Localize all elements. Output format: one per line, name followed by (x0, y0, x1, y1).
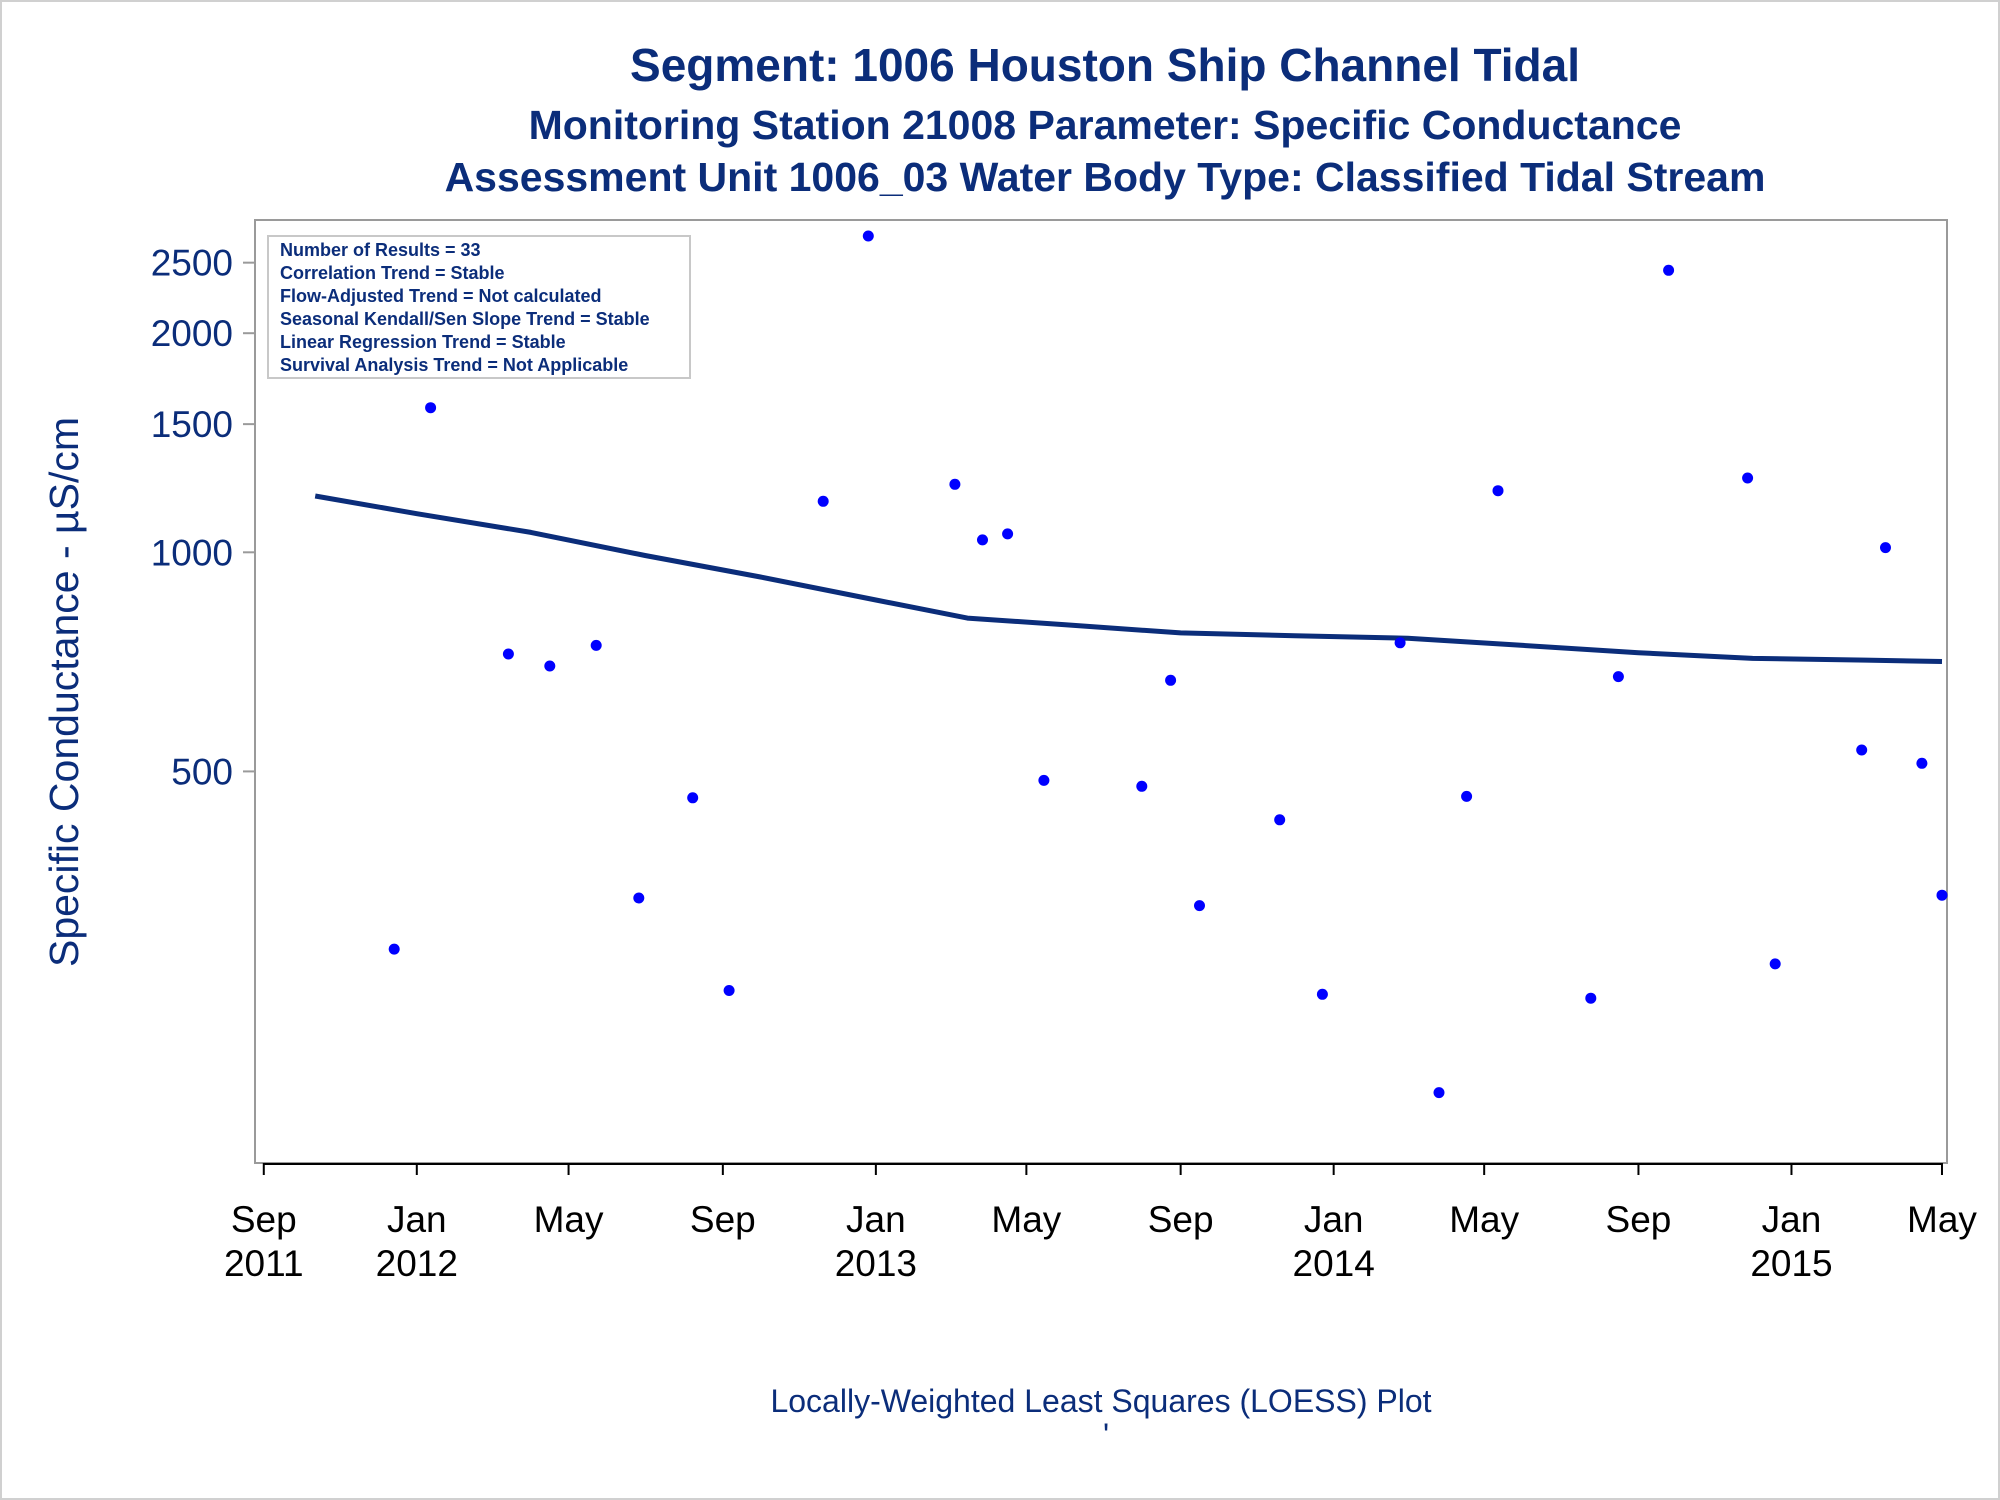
x-tick-year-label: 2014 (1293, 1243, 1375, 1284)
stats-box-border (267, 235, 691, 379)
chart-subtitle-2: Assessment Unit 1006_03 Water Body Type:… (445, 154, 1766, 200)
data-point (687, 792, 699, 804)
x-tick-year-label: 2011 (224, 1243, 304, 1284)
chart-subtitle-1: Monitoring Station 21008 Parameter: Spec… (529, 102, 1682, 148)
data-point (1461, 790, 1473, 802)
data-point (1663, 264, 1675, 276)
data-point (1194, 900, 1205, 912)
data-point (1742, 472, 1754, 484)
stats-line: Number of Results = 33 (280, 240, 481, 260)
data-point (1612, 671, 1624, 683)
data-point (1038, 774, 1050, 786)
stats-line: Correlation Trend = Stable (280, 263, 505, 283)
footnote: Locally-Weighted Least Squares (LOESS) P… (770, 1383, 1431, 1419)
data-point (1274, 814, 1286, 826)
stats-line: Seasonal Kendall/Sen Slope Trend = Stabl… (280, 309, 650, 329)
x-tick-label: Sep (1606, 1199, 1672, 1240)
data-point (1916, 757, 1928, 769)
x-tick-label: Jan (846, 1199, 906, 1240)
x-tick-label: May (991, 1199, 1061, 1240)
loess-line (314, 493, 1943, 664)
data-point (502, 648, 514, 660)
x-tick-year-label: 2013 (835, 1243, 917, 1284)
y-axis: 500 1000 1500 2000 2500 (151, 243, 255, 792)
data-point (862, 230, 874, 242)
chart-title: Segment: 1006 Houston Ship Channel Tidal (630, 39, 1580, 91)
data-point (633, 892, 645, 904)
data-point (1316, 988, 1328, 1000)
y-tick-label: 2000 (151, 313, 233, 354)
data-point (1492, 485, 1504, 497)
data-point (1585, 992, 1597, 1004)
data-point (1880, 542, 1891, 554)
y-axis-label: Specific Conductance - µS/cm (41, 417, 87, 967)
data-point (1136, 780, 1148, 792)
y-tick-label: 2500 (151, 243, 233, 284)
x-tick-year-label: 2012 (376, 1243, 458, 1284)
footnote-mark: ' (1103, 1417, 1109, 1453)
y-tick-label: 1000 (151, 532, 233, 573)
x-tick-label: Jan (387, 1199, 447, 1240)
y-tick-label: 1500 (151, 404, 233, 445)
x-tick-label: May (1907, 1199, 1977, 1240)
data-point (1165, 674, 1177, 686)
data-point (1769, 958, 1781, 970)
data-point (388, 943, 400, 955)
stats-box: Number of Results = 33 Correlation Trend … (267, 235, 691, 379)
data-point (590, 639, 602, 651)
x-tick-label: Jan (1304, 1199, 1364, 1240)
x-tick-label: Sep (231, 1199, 297, 1240)
x-tick-label: May (534, 1199, 604, 1240)
stats-line: Flow-Adjusted Trend = Not calculated (280, 286, 602, 306)
x-tick-label: Sep (1148, 1199, 1214, 1240)
data-point (1856, 744, 1868, 756)
data-point (1433, 1087, 1445, 1099)
data-point (1002, 528, 1014, 540)
data-point (977, 534, 988, 546)
data-point (949, 478, 961, 490)
data-point (1936, 889, 1948, 901)
y-tick-label: 500 (171, 751, 233, 792)
data-point (1394, 637, 1406, 649)
x-tick-year-label: 2015 (1750, 1243, 1832, 1284)
x-tick-label: Jan (1762, 1199, 1822, 1240)
stats-line: Linear Regression Trend = Stable (280, 332, 566, 352)
data-point (544, 660, 556, 672)
data-point (425, 402, 437, 414)
stats-line: Survival Analysis Trend = Not Applicable (280, 355, 628, 375)
data-point (817, 495, 829, 507)
x-tick-label: May (1449, 1199, 1519, 1240)
data-point (723, 985, 735, 996)
x-tick-label: Sep (690, 1199, 756, 1240)
loess-series (314, 493, 1943, 664)
